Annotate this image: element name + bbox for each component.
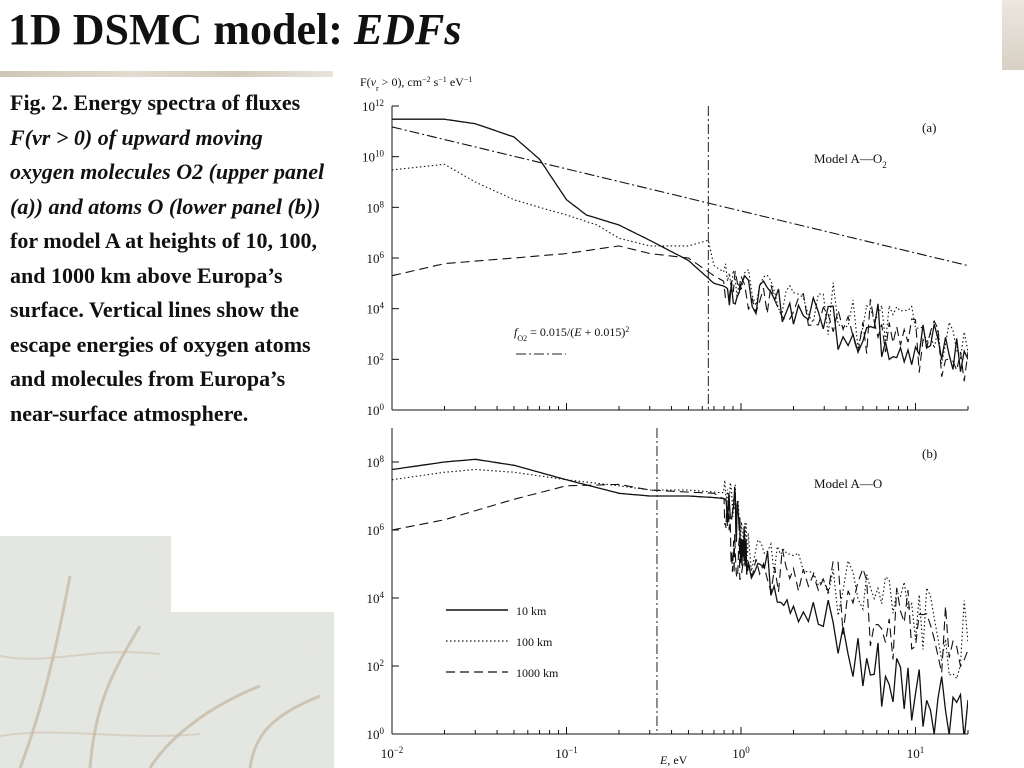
panel-a: F(vr > 0), cm−2 s−1 eV−1 100 102 104 106 108… [360, 75, 969, 418]
edf-figure: F(vr > 0), cm−2 s−1 eV−1 100 102 104 106 108… [360, 75, 969, 767]
panel-b-x-tick-label: 10−1 [555, 745, 578, 761]
title-main: 1D DSMC model: [8, 5, 354, 54]
panel-b-series-1000km [392, 483, 968, 673]
panel-b-legend: 10 km 100 km 1000 km [446, 604, 559, 680]
panel-b-x-tick-label: 100 [732, 745, 750, 761]
panel-a-label: (a) [922, 120, 936, 135]
panel-b-y-tick-label: 104 [367, 590, 385, 606]
panel-a-series-formula [392, 126, 968, 267]
panel-a-series-1000km [392, 245, 968, 382]
title-emphasis: EDFs [353, 5, 462, 54]
panel-a-y-tick-label: 100 [367, 402, 385, 418]
panel-b-x-tick-label: 10−2 [381, 745, 404, 761]
caption-part-1: Fig. 2. Energy spectra of fluxes [10, 90, 301, 115]
panel-b-model-label: Model A—O [814, 476, 882, 491]
panel-b: 100 102 104 106 108 10−2 10−1 100 101 (b) Model … [367, 428, 969, 767]
panel-b-y-tick-label: 100 [367, 726, 385, 742]
legend-label-1000km: 1000 km [516, 666, 559, 680]
legend-label-10km: 10 km [516, 604, 547, 618]
x-axis-title: E, eV [659, 753, 688, 767]
panel-a-y-tick-label: 102 [367, 351, 385, 367]
panel-a-series-10km [392, 118, 968, 372]
caption-part-3: for model A at heights of 10, 100, and 1… [10, 228, 317, 426]
panel-b-y-tick-label: 102 [367, 658, 385, 674]
slide-title: 1D DSMC model: EDFs [8, 8, 461, 52]
panel-a-y-tick-label: 1012 [362, 98, 384, 114]
legend-label-100km: 100 km [516, 635, 553, 649]
photo-notch [171, 536, 334, 612]
panel-a-y-tick-label: 1010 [362, 149, 385, 165]
caption-part-italic: F(vr > 0) of upward moving oxygen molecu… [10, 124, 325, 219]
panel-b-y-tick-label: 106 [367, 522, 385, 538]
panel-a-y-tick-label: 108 [367, 199, 385, 215]
panel-a-formula-label: fO2 = 0.015/(E + 0.015)2 [514, 325, 629, 343]
panel-a-y-tick-label: 104 [367, 301, 385, 317]
panel-b-y-tick-label: 108 [367, 454, 385, 470]
panel-b-series-100km [392, 468, 968, 680]
panel-a-y-tick-label: 106 [367, 250, 385, 266]
panel-b-label: (b) [922, 446, 937, 461]
panel-b-x-tick-label: 101 [907, 745, 925, 761]
title-divider [0, 71, 333, 77]
figure-caption: Fig. 2. Energy spectra of fluxes F(vr > … [10, 86, 332, 431]
corner-decoration [1002, 0, 1024, 70]
panel-a-series-100km [392, 163, 968, 364]
panel-b-series-10km [392, 458, 968, 734]
panel-a-ylabel: F(vr > 0), cm−2 s−1 eV−1 [360, 75, 472, 93]
panel-a-model-label: Model A—O2 [814, 151, 887, 170]
